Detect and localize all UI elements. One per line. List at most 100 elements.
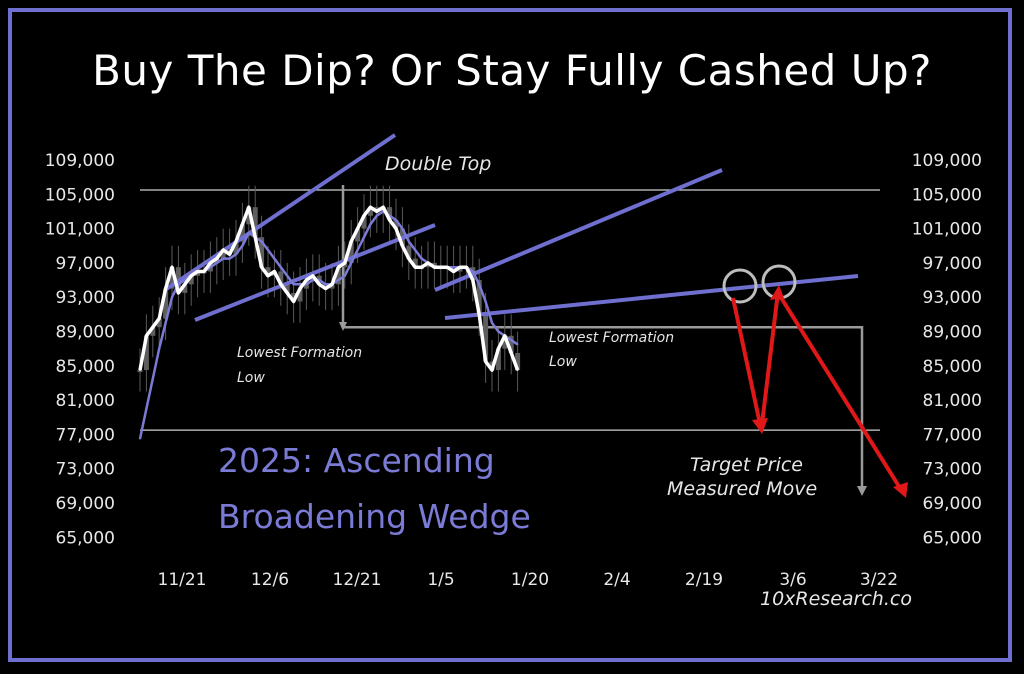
price-line-point	[286, 292, 289, 294]
candle-body	[297, 288, 303, 302]
price-line-point	[267, 274, 269, 277]
lower-wedge-line-1	[194, 223, 436, 322]
moving-average-line-point	[209, 266, 212, 268]
upper-wedge-line-2	[434, 168, 723, 292]
y-tick-label-right: 105,000	[912, 185, 982, 205]
moving-average-line-point	[356, 249, 359, 251]
lowest-formation-label-2a: Lowest Formation	[549, 330, 674, 346]
candle-body	[457, 267, 463, 272]
moving-average-line-point	[158, 347, 160, 350]
candle-body	[483, 314, 489, 362]
price-line-point	[158, 317, 160, 320]
y-tick-label-right: 89,000	[923, 323, 982, 343]
y-tick-label-left: 73,000	[56, 460, 115, 480]
candle-body	[374, 207, 380, 212]
price-line-point	[344, 262, 346, 264]
price-line-point	[337, 266, 340, 268]
moving-average-line-point	[420, 257, 423, 260]
price-line-point	[152, 326, 154, 329]
y-tick-label-left: 109,000	[45, 151, 115, 171]
price-line-point	[190, 274, 192, 277]
measured-move-arrowhead	[857, 486, 867, 496]
price-line-point	[395, 227, 397, 230]
price-line-point	[504, 334, 506, 337]
price-line-point	[459, 266, 461, 268]
moving-average-line-point	[497, 330, 500, 333]
candle-body	[515, 352, 521, 371]
candle-body	[214, 258, 220, 263]
price-line-point	[228, 253, 231, 256]
candle-body	[508, 335, 514, 353]
y-tick-label-left: 65,000	[56, 528, 115, 548]
candle-body	[220, 250, 226, 259]
candle-body	[451, 267, 457, 272]
price-line-point	[478, 313, 481, 316]
moving-average-line-point	[484, 300, 487, 303]
price-line-point	[350, 240, 353, 243]
price-line-point	[414, 266, 417, 268]
moving-average-line-point	[344, 274, 346, 277]
price-line-point	[184, 283, 186, 286]
y-tick-label-left: 77,000	[56, 425, 115, 445]
candle-body	[387, 207, 393, 221]
moving-average-line-point	[139, 437, 141, 440]
moving-average-line-point	[510, 339, 512, 341]
candle-body	[278, 271, 284, 285]
candle-body	[265, 267, 271, 276]
x-tick-label: 1/5	[427, 570, 454, 590]
price-line-point	[254, 236, 256, 238]
down-arrow-2	[778, 294, 902, 490]
price-line-point	[401, 244, 404, 247]
moving-average-line-point	[395, 219, 397, 221]
moving-average-line-point	[516, 343, 519, 346]
price-line-point	[164, 287, 167, 290]
moving-average-line-point	[267, 249, 269, 251]
price-line-point	[388, 219, 391, 221]
y-tick-label-left: 105,000	[45, 185, 115, 205]
moving-average-line-point	[248, 232, 250, 234]
x-tick-label: 11/21	[158, 570, 207, 590]
price-line-point	[299, 287, 301, 290]
price-line-point	[292, 300, 295, 303]
pattern-label-line1: 2025: Ascending	[218, 441, 495, 480]
candle-body	[188, 275, 194, 285]
x-tick-label: 3/6	[779, 570, 806, 590]
candle-body	[502, 335, 508, 349]
moving-average-line	[138, 210, 519, 439]
moving-average-line-point	[184, 279, 186, 281]
price-line-point	[260, 266, 263, 268]
price-line-point	[484, 360, 487, 363]
x-tick-label: 12/6	[251, 570, 289, 590]
price-line-point	[420, 266, 423, 268]
candle-body	[239, 224, 245, 242]
moving-average-line-point	[260, 240, 263, 243]
lower-wedge-line-2	[444, 274, 859, 320]
moving-average-line-point	[478, 283, 481, 286]
price-line-point	[446, 266, 449, 268]
price-line-point	[356, 227, 359, 230]
moving-average-line-point	[216, 262, 218, 264]
moving-average-line-point	[318, 279, 321, 281]
double-top-label: Double Top	[385, 153, 491, 175]
measured-move-arrowhead-left	[339, 322, 347, 331]
price-line	[138, 205, 520, 372]
y-tick-label-left: 85,000	[56, 357, 115, 377]
measured-move-bracket	[341, 185, 864, 490]
moving-average-line-point	[273, 257, 276, 260]
x-tick-label: 1/20	[511, 570, 549, 590]
price-line-point	[491, 369, 493, 371]
price-line-point	[222, 249, 224, 251]
moving-average-line-point	[241, 244, 244, 247]
price-line-point	[516, 369, 519, 371]
price-line-point	[305, 279, 308, 281]
moving-average-line-point	[171, 296, 173, 299]
candle-body	[476, 280, 482, 315]
chart-title: Buy The Dip? Or Stay Fully Cashed Up?	[92, 46, 932, 95]
price-line-point	[376, 210, 378, 213]
candle-body	[169, 267, 175, 289]
price-line-point	[280, 283, 282, 286]
y-tick-label-right: 73,000	[923, 460, 982, 480]
candle-body	[291, 292, 297, 302]
breakdown-marker-1	[722, 268, 758, 304]
price-line-point	[177, 292, 180, 294]
